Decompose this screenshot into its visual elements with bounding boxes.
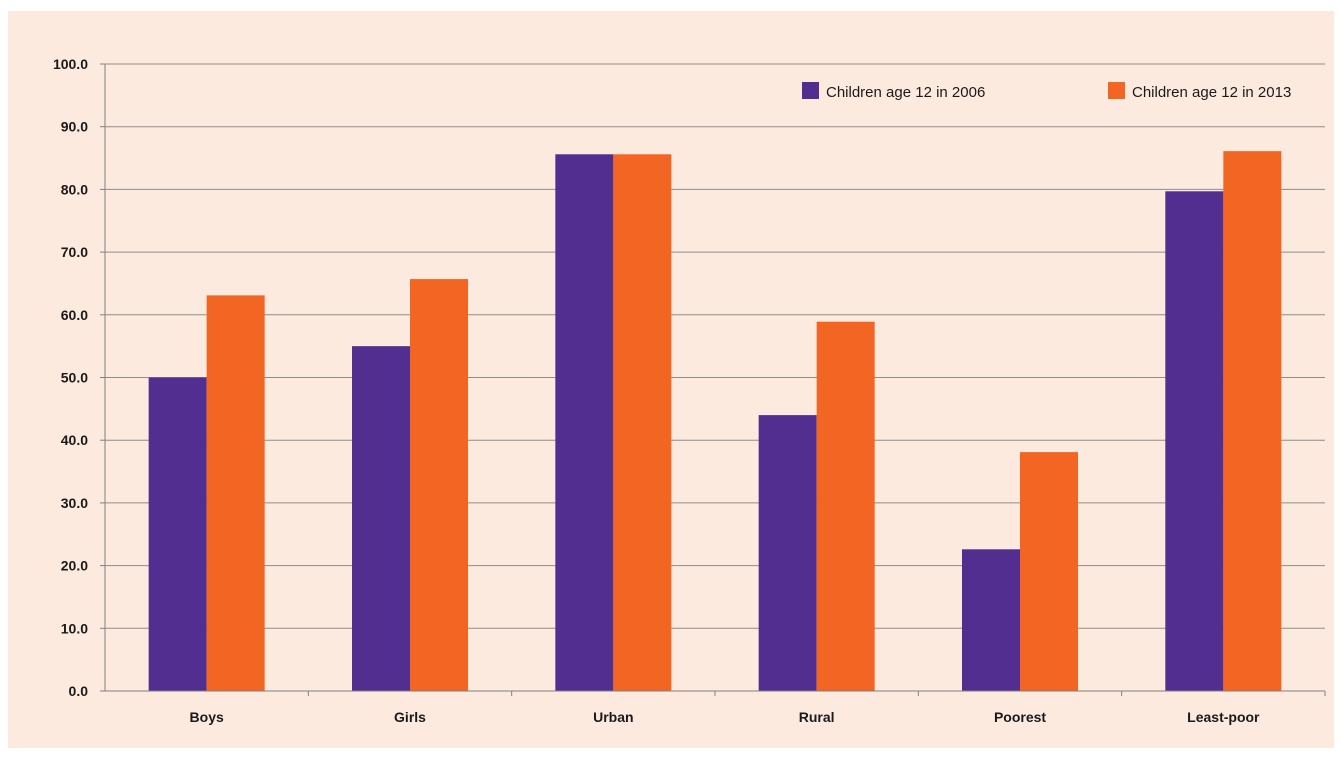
bars bbox=[148, 151, 1282, 692]
bar-rural-series-2 bbox=[816, 321, 875, 691]
bar-poorest-series-2 bbox=[1020, 452, 1078, 691]
axes: 0.0 10.0 20.0 30.0 40.0 50.0 60.0 70.0 80.0 90.0 1… bbox=[53, 56, 1326, 725]
bar-least-poor-series-1 bbox=[1165, 191, 1224, 691]
bar-urban-series-2 bbox=[613, 154, 672, 692]
bar-girls-series-1 bbox=[352, 346, 410, 691]
x-tick-label: Least-poor bbox=[1187, 709, 1260, 725]
x-tick-label: Boys bbox=[190, 709, 224, 725]
y-tick-label: 0.0 bbox=[69, 683, 89, 699]
bar-urban-series-1 bbox=[555, 154, 614, 692]
y-tick-label: 30.0 bbox=[61, 495, 88, 511]
y-tick-label: 20.0 bbox=[61, 558, 88, 574]
gridlines bbox=[105, 63, 1325, 629]
x-tick-label: Rural bbox=[799, 709, 835, 725]
legend-label-2: Children age 12 in 2013 bbox=[1132, 84, 1291, 101]
x-tick-label: Poorest bbox=[994, 709, 1046, 725]
bar-least-poor-series-2 bbox=[1223, 151, 1282, 691]
bar-poorest-series-1 bbox=[962, 549, 1020, 691]
bar-boys-series-1 bbox=[148, 377, 207, 691]
legend-swatch-1 bbox=[802, 82, 819, 99]
legend-swatch-2 bbox=[1108, 82, 1125, 99]
y-tick-label: 10.0 bbox=[61, 620, 88, 636]
bar-girls-series-2 bbox=[410, 279, 468, 691]
x-tick-label: Urban bbox=[593, 709, 633, 725]
y-tick-label: 50.0 bbox=[61, 370, 88, 386]
legend: Children age 12 in 2006 Children age 12 i… bbox=[802, 82, 1291, 101]
x-tick-label: Girls bbox=[394, 709, 426, 725]
y-tick-label: 100.0 bbox=[53, 56, 88, 72]
legend-label-1: Children age 12 in 2006 bbox=[826, 84, 985, 101]
y-tick-label: 80.0 bbox=[61, 181, 88, 197]
y-tick-label: 60.0 bbox=[61, 307, 88, 323]
y-tick-label: 90.0 bbox=[61, 119, 88, 135]
y-tick-label: 70.0 bbox=[61, 244, 88, 260]
y-tick-label: 40.0 bbox=[61, 432, 88, 448]
bar-boys-series-2 bbox=[206, 295, 265, 691]
bar-rural-series-1 bbox=[758, 415, 817, 691]
